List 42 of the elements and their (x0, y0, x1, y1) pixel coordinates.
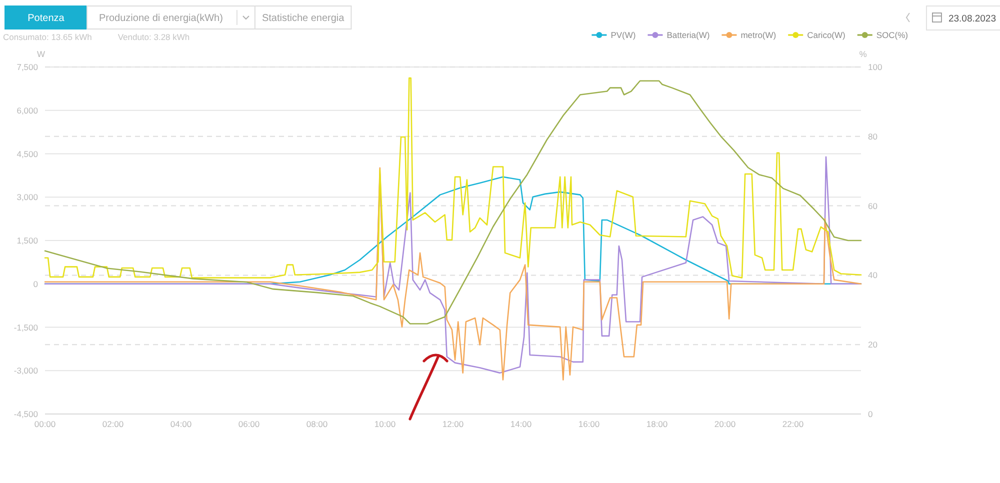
y-tick-label: -4,500 (14, 409, 38, 419)
text: Produzione di energia(kWh) (99, 13, 223, 24)
text: Potenza (28, 13, 65, 24)
x-tick-label: 00:00 (34, 419, 56, 429)
y2-axis-title: % (859, 49, 868, 59)
x-tick-label: 20:00 (714, 419, 736, 429)
legend-label: Carico(W) (807, 30, 846, 40)
y-tick-label: -1,500 (14, 322, 38, 332)
y2-tick-label: 0 (868, 409, 873, 419)
y-tick-label: 1,500 (16, 236, 38, 246)
x-tick-label: 08:00 (306, 419, 328, 429)
x-tick-label: 16:00 (578, 419, 600, 429)
y-axis-title: W (36, 49, 46, 59)
line-series (44, 80, 862, 324)
y2-tick-label: 100 (868, 62, 882, 72)
legend-label: Batteria(W) (666, 30, 710, 40)
y-tick-label: 7,500 (16, 62, 38, 72)
x-tick-label: 02:00 (102, 419, 124, 429)
legend-label: metro(W) (740, 30, 776, 40)
legend-label: SOC(%) (876, 30, 908, 40)
y2-tick-label: 80 (868, 131, 878, 142)
x-tick-label: 10:00 (374, 419, 396, 429)
text: Statistiche energia (262, 13, 345, 24)
y-tick-label: 3,000 (16, 192, 38, 202)
text: Consumato: 13.65 kWh (3, 32, 92, 42)
x-tick-label: 04:00 (170, 419, 192, 429)
text: 23.08.2023 (948, 14, 996, 24)
text: Venduto: 3.28 kWh (118, 32, 190, 42)
x-tick-label: 18:00 (646, 419, 668, 429)
y-tick-label: 4,500 (16, 148, 38, 159)
legend-label: PV(W) (610, 30, 636, 40)
y-tick-label: -3,000 (14, 366, 38, 376)
x-tick-label: 06:00 (238, 419, 260, 429)
y2-tick-label: 20 (868, 340, 878, 350)
x-tick-label: 22:00 (782, 419, 804, 429)
x-tick-label: 12:00 (442, 419, 464, 429)
line-series (44, 77, 862, 278)
y2-tick-label: 40 (868, 270, 878, 280)
x-tick-label: 14:00 (510, 419, 532, 429)
y-tick-label: 0 (33, 278, 38, 289)
y-tick-label: 6,000 (16, 105, 38, 116)
y2-tick-label: 60 (868, 200, 878, 211)
